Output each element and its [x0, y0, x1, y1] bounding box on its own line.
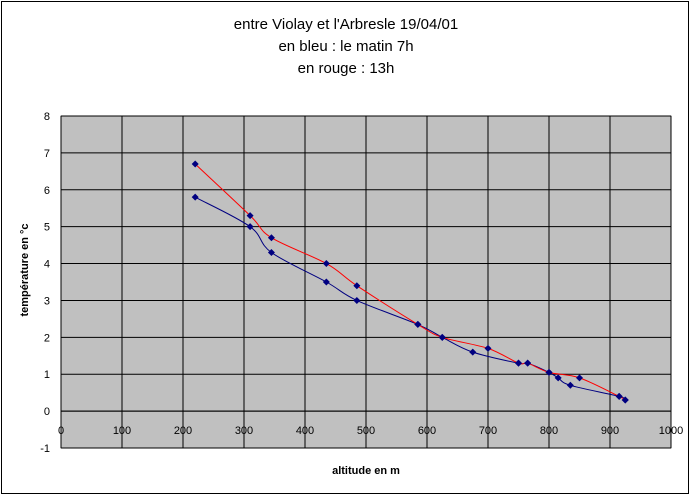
y-tick-label: 1 — [44, 369, 50, 381]
y-tick-label: 8 — [44, 111, 50, 123]
y-axis-label: température en °c — [19, 223, 31, 316]
series-0-marker — [191, 193, 199, 201]
x-tick-label: 400 — [296, 425, 314, 437]
series-0-marker — [566, 381, 574, 389]
x-tick-label: 0 — [58, 425, 64, 437]
series-1-marker — [515, 359, 522, 367]
y-tick-label: 3 — [44, 295, 50, 307]
x-tick-label: 200 — [174, 425, 192, 437]
series-1-marker — [322, 260, 330, 268]
series-0-marker — [267, 248, 275, 256]
y-tick-label: 5 — [44, 222, 50, 234]
x-tick-label: 700 — [479, 425, 497, 437]
series-1-marker — [615, 392, 623, 400]
series-1-marker — [545, 368, 553, 376]
series-0-marker — [322, 278, 330, 286]
y-tick-label: 2 — [44, 332, 50, 344]
series-1-marker — [484, 344, 492, 352]
series-1-marker — [576, 374, 583, 382]
y-tick-label: 0 — [44, 406, 50, 418]
x-tick-label: 800 — [540, 425, 558, 437]
series-0-marker — [353, 296, 361, 304]
series-0-marker — [246, 223, 254, 231]
chart-title-line-2: en bleu : le matin 7h — [278, 38, 414, 55]
series-1-marker — [438, 333, 446, 341]
x-tick-label: 600 — [418, 425, 436, 437]
gridlines — [60, 115, 672, 449]
series-1-marker — [267, 234, 275, 242]
tick-labels: 0 100 200 300 400 500 600 700 800 900 1000 -1 0 1 2 3 4 5… — [40, 111, 683, 455]
x-axis-label: altitude en m — [332, 465, 400, 477]
y-tick-label: 7 — [44, 148, 50, 160]
series-1-marker — [246, 212, 254, 220]
series-layer — [191, 160, 629, 404]
series-1-marker — [353, 282, 361, 290]
series-1-marker — [414, 320, 422, 328]
series-1-marker — [621, 396, 629, 404]
x-tick-label: 100 — [113, 425, 131, 437]
x-tick-label: 1000 — [659, 425, 683, 437]
series-1-marker — [524, 359, 532, 367]
x-tick-label: 900 — [601, 425, 619, 437]
chart-title-line-1: entre Violay et l'Arbresle 19/04/01 — [233, 16, 459, 33]
x-tick-label: 500 — [357, 425, 375, 437]
chart-title-line-3: en rouge : 13h — [297, 60, 395, 77]
series-0-marker — [469, 348, 477, 356]
y-tick-label: 4 — [44, 259, 50, 271]
y-tick-label: -1 — [40, 443, 50, 455]
x-tick-label: 300 — [235, 425, 253, 437]
y-tick-label: 6 — [44, 185, 50, 197]
series-0-marker — [554, 374, 562, 382]
series-1-marker — [191, 160, 199, 168]
